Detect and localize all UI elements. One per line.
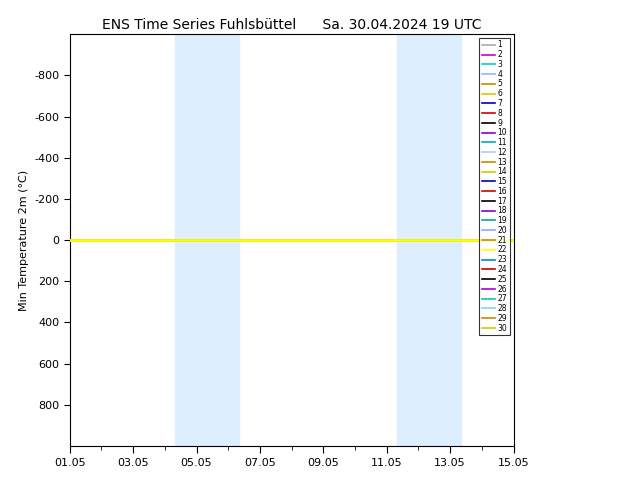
Legend: 1, 2, 3, 4, 5, 6, 7, 8, 9, 10, 11, 12, 13, 14, 15, 16, 17, 18, 19, 20, 21, 22, 2: 1, 2, 3, 4, 5, 6, 7, 8, 9, 10, 11, 12, 1…	[479, 38, 510, 335]
Bar	[176, 34, 239, 446]
Y-axis label: Min Temperature 2m (°C): Min Temperature 2m (°C)	[18, 170, 29, 311]
Title: ENS Time Series Fuhlsbüttel      Sa. 30.04.2024 19 UTC: ENS Time Series Fuhlsbüttel Sa. 30.04.20…	[102, 18, 481, 32]
Bar	[398, 34, 461, 446]
